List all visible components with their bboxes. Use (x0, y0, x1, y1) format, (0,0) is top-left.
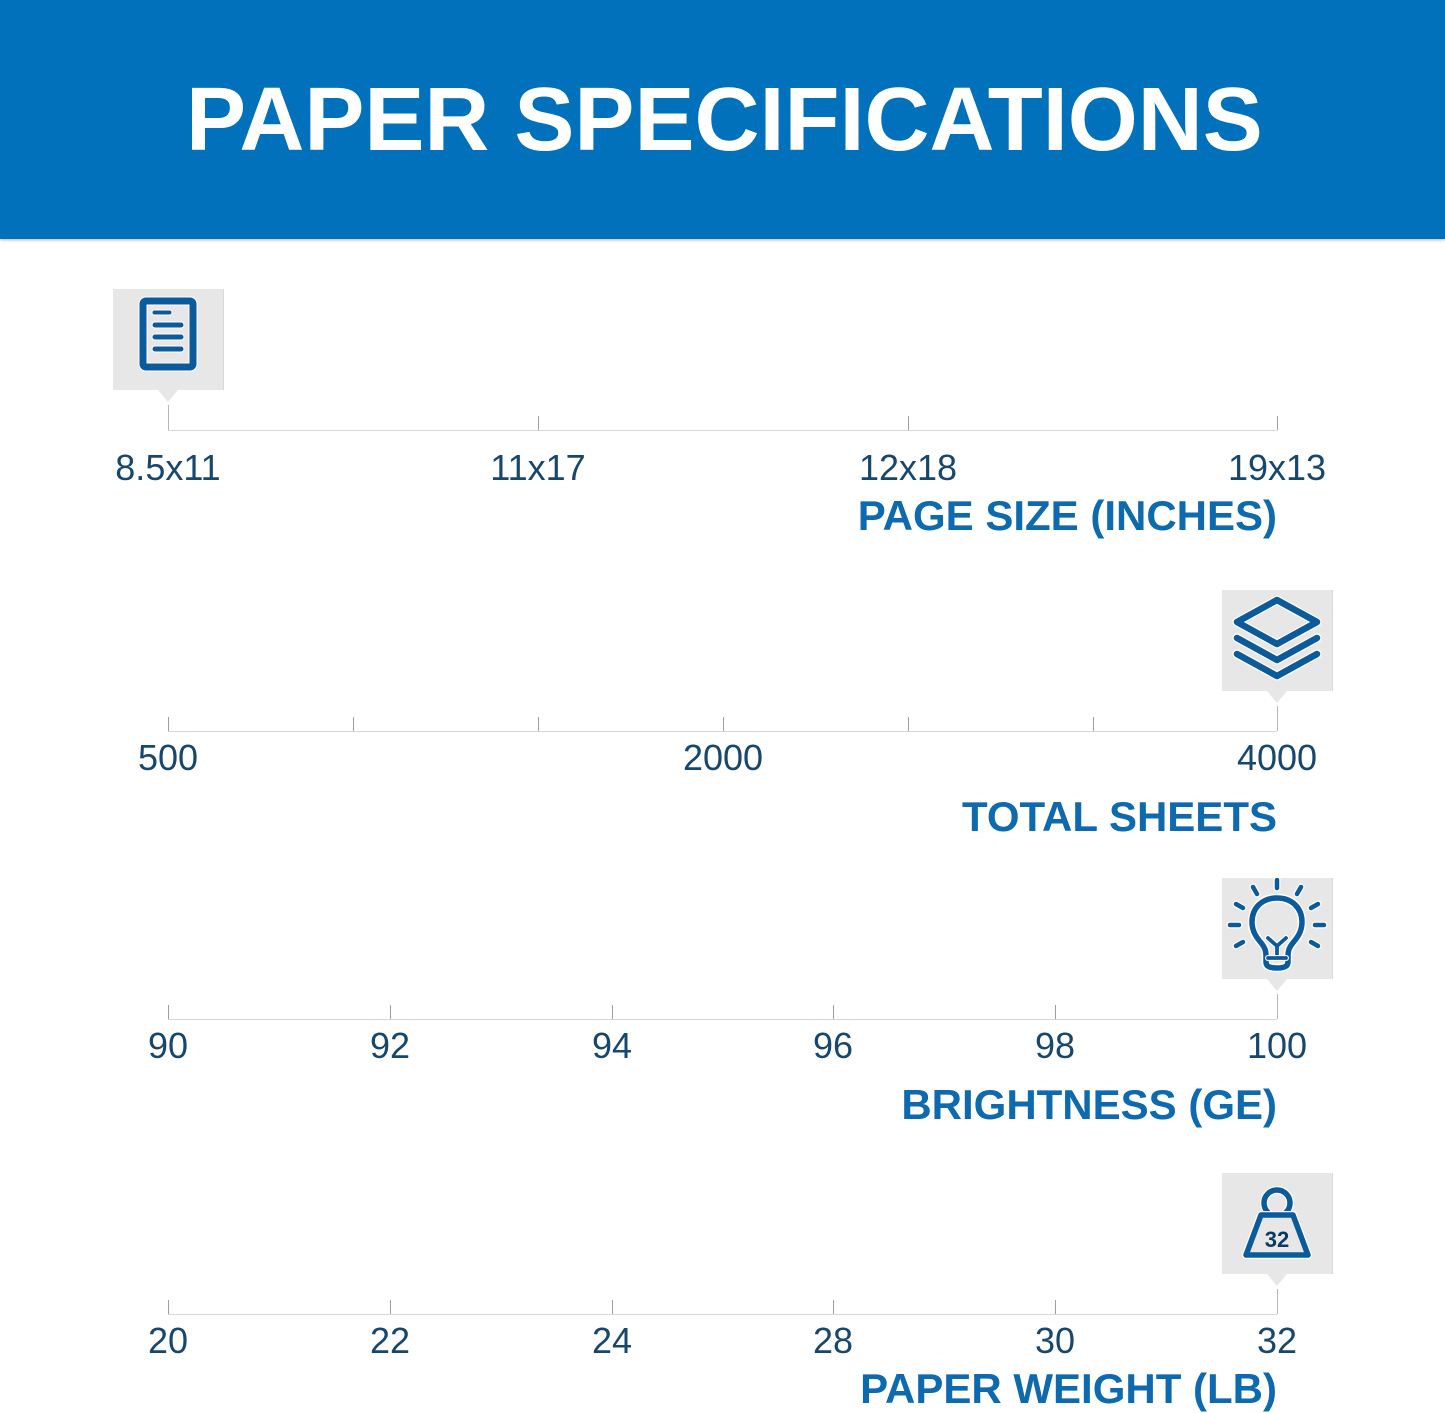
svg-text:32: 32 (1265, 1227, 1289, 1252)
